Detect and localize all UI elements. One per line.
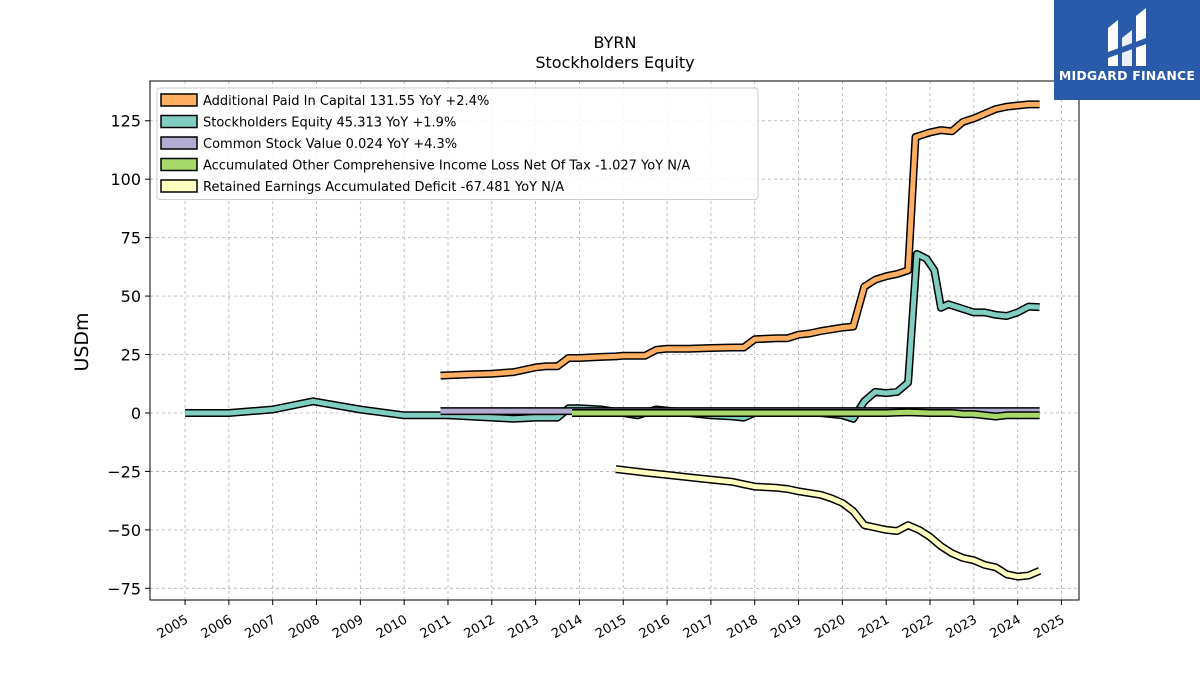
x-tick-label: 2011 <box>418 612 454 642</box>
x-tick-label: 2017 <box>681 612 717 642</box>
x-tick-label: 2024 <box>987 612 1023 642</box>
x-tick-label: 2009 <box>330 612 366 642</box>
y-tick-label: 0 <box>131 404 141 423</box>
series-layer <box>185 100 1042 581</box>
legend-swatch <box>160 136 198 150</box>
x-tick-label: 2021 <box>856 612 892 642</box>
x-tick-label: 2020 <box>812 612 848 642</box>
x-tick-label: 2023 <box>944 612 980 642</box>
x-tick-label: 2010 <box>374 612 410 642</box>
y-tick-label: 50 <box>121 287 141 306</box>
x-tick-label: 2019 <box>768 612 804 642</box>
x-tick-label: 2012 <box>462 612 498 642</box>
legend-entry: Stockholders Equity 45.313 YoY +1.9% <box>203 116 456 131</box>
x-tick-label: 2025 <box>1031 612 1067 642</box>
x-tick-label: 2018 <box>725 612 761 642</box>
y-tick-label: 100 <box>110 170 141 189</box>
x-tick-label: 2016 <box>637 612 673 642</box>
x-tick-label: 2022 <box>900 612 936 642</box>
x-tick-label: 2013 <box>505 612 541 642</box>
series-1 <box>440 100 1040 380</box>
legend: Additional Paid In Capital 131.55 YoY +2… <box>156 87 759 200</box>
x-tick-label: 2006 <box>199 612 235 642</box>
x-tick-label: 2014 <box>549 612 585 642</box>
y-tick-label: 75 <box>121 229 141 248</box>
x-tick-label: 2007 <box>243 612 279 642</box>
series-line <box>440 101 1040 379</box>
y-tick-label: 25 <box>121 346 141 365</box>
logo-mark-icon <box>1108 8 1146 66</box>
y-tick-label: −75 <box>107 579 141 598</box>
series-4 <box>572 408 1040 421</box>
series-2 <box>185 250 1040 423</box>
y-axis-label: USDm <box>71 312 93 371</box>
x-tick-label: 2008 <box>286 612 322 642</box>
legend-swatch <box>160 157 198 172</box>
legend-swatch <box>160 93 198 107</box>
legend-swatch <box>160 179 198 193</box>
legend-swatch <box>160 114 198 129</box>
legend-entry: Retained Earnings Accumulated Deficit -6… <box>203 180 564 195</box>
x-tick-label: 2015 <box>593 612 629 642</box>
y-tick-label: −50 <box>107 521 141 540</box>
plot-frame <box>149 80 1080 601</box>
series-5 <box>615 465 1042 581</box>
legend-entry: Common Stock Value 0.024 YoY +4.3% <box>203 137 457 152</box>
chart-subtitle: Stockholders Equity <box>535 53 694 72</box>
logo: MIDGARD FINANCE <box>1054 0 1200 100</box>
y-tick-label: −25 <box>107 462 141 481</box>
legend-entry: Accumulated Other Comprehensive Income L… <box>203 159 690 174</box>
y-tick-label: 125 <box>110 112 141 131</box>
chart-title: BYRN <box>594 33 637 52</box>
legend-entry: Additional Paid In Capital 131.55 YoY +2… <box>203 94 489 109</box>
x-tick-label: 2005 <box>155 612 191 642</box>
series-line <box>615 466 1041 580</box>
logo-brand-text: MIDGARD FINANCE <box>1058 68 1196 83</box>
series-line <box>572 409 1040 419</box>
legend-box <box>156 87 759 200</box>
